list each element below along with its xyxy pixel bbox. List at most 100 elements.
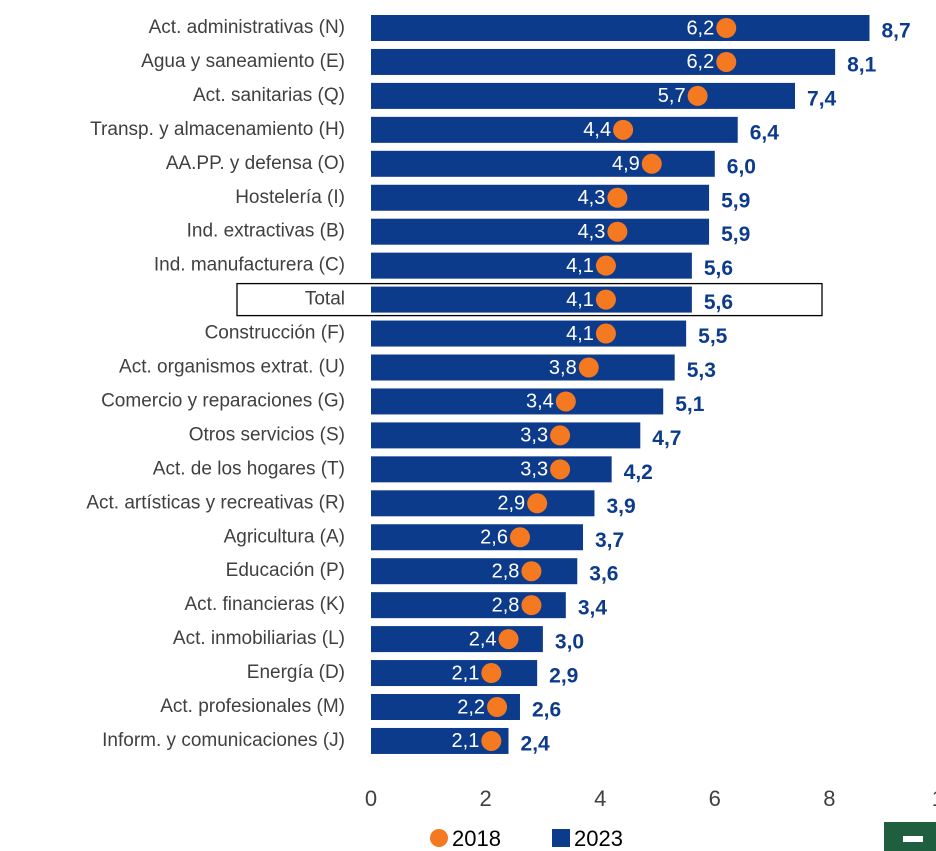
dot (498, 629, 519, 650)
dot-value-label: 3,8 (549, 357, 577, 379)
dot-value-label: 2,1 (452, 730, 480, 752)
bar (371, 286, 692, 313)
bar (371, 15, 870, 41)
bar-value-label: 2,6 (532, 699, 561, 722)
x-tick-label: 4 (594, 786, 606, 811)
legend-marker (552, 829, 570, 847)
bar (371, 116, 738, 143)
bar-value-label: 3,4 (578, 597, 608, 620)
category-label: Ind. manufacturera (C) (154, 255, 345, 276)
bar (371, 558, 578, 585)
bar-value-label: 6,4 (750, 121, 780, 144)
dot (509, 527, 530, 548)
x-tick-label: 6 (709, 786, 721, 811)
bar-value-label: 7,4 (807, 87, 837, 110)
dot-value-label: 2,1 (452, 662, 480, 684)
bar-value-label: 5,5 (698, 325, 728, 348)
dot (578, 357, 599, 378)
bar-value-label: 3,6 (589, 563, 618, 586)
x-tick-label: 2 (479, 786, 491, 811)
bar (371, 48, 836, 75)
dot (521, 561, 542, 582)
dot-value-label: 4,3 (578, 221, 606, 243)
legend-label: 2018 (452, 826, 501, 851)
dot (521, 595, 542, 616)
dot-value-label: 3,3 (520, 425, 548, 447)
legend-label: 2023 (574, 826, 623, 851)
bar-value-label: 5,9 (721, 223, 750, 246)
bar-value-label: 4,2 (624, 461, 653, 484)
highlight-box (236, 282, 823, 317)
dot-value-label: 4,3 (578, 187, 606, 209)
bar (371, 252, 692, 279)
x-tick-label: 0 (365, 786, 377, 811)
bar (371, 150, 715, 177)
dot (641, 153, 662, 174)
category-label: Ind. extractivas (B) (187, 221, 345, 242)
bar-value-label: 3,7 (595, 529, 624, 552)
category-label: Act. organismos extrat. (U) (119, 357, 345, 378)
dot-value-label: 4,1 (566, 255, 594, 277)
dot (613, 119, 634, 140)
dot (607, 187, 628, 208)
x-tick-label: 10 (932, 786, 936, 811)
bar (371, 524, 584, 551)
category-label: AA.PP. y defensa (O) (166, 153, 345, 174)
dot-value-label: 2,2 (457, 696, 485, 718)
dot-value-label: 2,6 (480, 527, 508, 549)
category-label: Act. artísticas y recreativas (R) (86, 492, 345, 513)
bar-value-label: 5,1 (675, 393, 705, 416)
dot-value-label: 4,4 (583, 119, 611, 141)
bar-value-label: 5,6 (704, 257, 733, 280)
category-label: Act. inmobiliarias (L) (173, 628, 345, 649)
bar (371, 388, 664, 415)
dot (481, 730, 502, 751)
dot (527, 493, 548, 514)
dot (487, 697, 508, 717)
dot-value-label: 2,8 (492, 560, 520, 582)
legend-marker (430, 829, 448, 847)
dot-value-label: 3,3 (520, 459, 548, 481)
dot (687, 85, 708, 106)
category-label: Agricultura (A) (224, 526, 345, 547)
dot (550, 459, 571, 480)
dot-value-label: 6,2 (686, 51, 714, 73)
category-label: Inform. y comunicaciones (J) (102, 730, 345, 751)
category-label: Comercio y reparaciones (G) (101, 390, 345, 411)
dot-value-label: 2,9 (497, 493, 525, 515)
bar (371, 490, 595, 517)
dot-value-label: 3,4 (526, 391, 554, 413)
bar (371, 456, 612, 483)
bar (371, 218, 710, 245)
bar-value-label: 2,9 (549, 665, 578, 688)
category-label: Act. financieras (K) (185, 594, 346, 615)
dot-value-label: 2,8 (492, 594, 520, 616)
bar (371, 184, 710, 211)
dot-value-label: 2,4 (469, 628, 497, 650)
category-label: Otros servicios (S) (189, 424, 345, 445)
category-label: Educación (P) (226, 560, 345, 581)
dot (595, 289, 616, 310)
dot (481, 663, 502, 684)
category-label: Construcción (F) (205, 323, 345, 344)
dot (607, 221, 628, 242)
category-label: Act. sanitarias (Q) (193, 85, 345, 106)
dot-value-label: 4,1 (566, 289, 594, 311)
bar-value-label: 5,9 (721, 189, 750, 212)
bar-value-label: 3,9 (606, 495, 635, 518)
category-label: Agua y saneamiento (E) (141, 51, 345, 72)
category-label: Transp. y almacenamiento (H) (90, 119, 345, 140)
dot-value-label: 4,9 (612, 153, 640, 175)
bar-value-label: 2,4 (521, 732, 551, 755)
dot (716, 18, 737, 38)
bar (371, 82, 796, 109)
dot-value-label: 6,2 (686, 17, 714, 39)
dot (595, 323, 616, 344)
bar-value-label: 6,0 (727, 155, 756, 178)
bar (371, 354, 675, 381)
bar-value-label: 5,6 (704, 291, 733, 314)
category-label: Total (305, 289, 345, 310)
dot (550, 425, 571, 446)
